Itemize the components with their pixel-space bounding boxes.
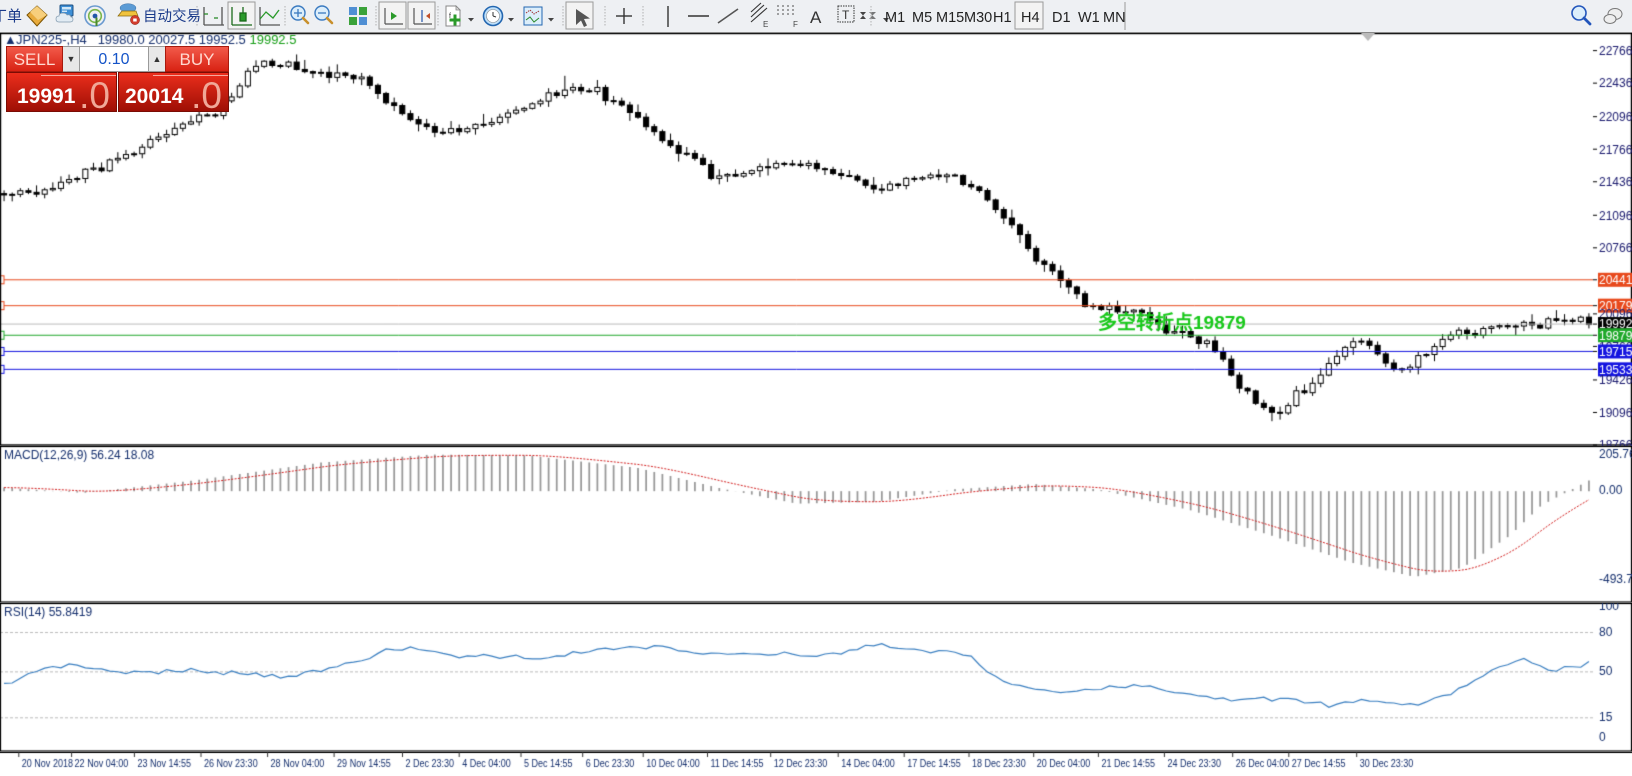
svg-text:E: E <box>763 20 768 29</box>
svg-text:M15: M15 <box>936 10 964 26</box>
svg-text:自动交易: 自动交易 <box>143 7 201 25</box>
svg-text:F: F <box>793 20 798 29</box>
svg-text:M5: M5 <box>912 10 932 26</box>
svg-text:H1: H1 <box>993 10 1012 26</box>
svg-text:M30: M30 <box>964 10 992 26</box>
svg-text:W1: W1 <box>1078 10 1100 26</box>
svg-text:MN: MN <box>1103 10 1126 26</box>
svg-text:A: A <box>810 8 822 27</box>
svg-text:D1: D1 <box>1052 10 1071 26</box>
svg-text:H4: H4 <box>1021 10 1040 26</box>
svg-text:丁单: 丁单 <box>0 8 22 25</box>
svg-text:M1: M1 <box>885 10 905 26</box>
svg-text:T: T <box>842 8 850 22</box>
